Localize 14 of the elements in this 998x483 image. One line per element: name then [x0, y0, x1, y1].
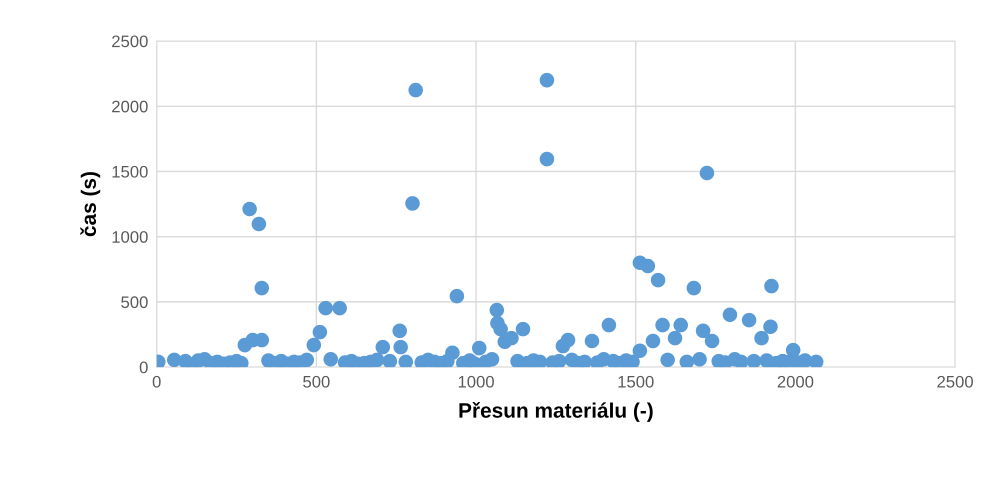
- y-tick-label: 0: [140, 361, 148, 374]
- y-axis-title: čas (s): [80, 172, 100, 236]
- x-tick-label: 2500: [937, 376, 973, 388]
- x-tick-label: 1000: [458, 376, 494, 388]
- y-tick-label: 1500: [112, 166, 148, 178]
- y-tick-label: 2000: [112, 100, 148, 112]
- y-tick-label: 2500: [112, 35, 148, 48]
- x-tick-label: 500: [303, 376, 330, 388]
- x-axis-title: Přesun materiálu (-): [459, 402, 653, 422]
- x-tick-label: 0: [152, 376, 161, 388]
- y-tick-label: 1000: [112, 231, 148, 243]
- y-tick-label: 500: [121, 296, 148, 308]
- x-tick-label: 1500: [618, 376, 654, 388]
- x-tick-label: 2000: [778, 376, 814, 388]
